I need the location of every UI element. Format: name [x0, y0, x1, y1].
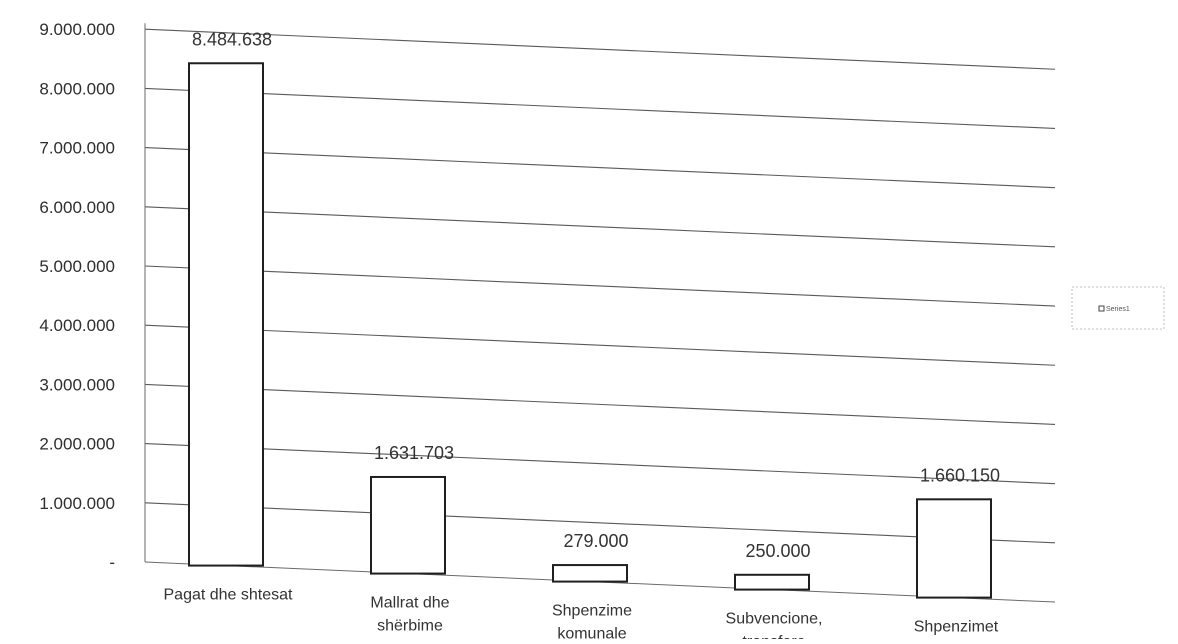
- y-tick-label: 7.000.000: [39, 139, 115, 158]
- legend: Series1: [1071, 286, 1165, 330]
- data-label: 8.484.638: [192, 29, 272, 49]
- y-tick-label: 5.000.000: [39, 257, 115, 276]
- x-category-label: Shpenzime komunale: [552, 603, 632, 639]
- x-category-label: Mallrat dhe shërbime: [370, 595, 449, 635]
- legend-label: Series1: [1106, 306, 1130, 313]
- gridline: [144, 502, 1056, 544]
- y-tick-label: 6.000.000: [39, 198, 115, 217]
- bars: [188, 62, 992, 599]
- gridline: [144, 443, 1056, 485]
- x-category-label: Subvencione,transfere: [726, 611, 823, 639]
- data-label: 1.660.150: [920, 465, 1000, 485]
- gridline: [144, 147, 1056, 189]
- y-tick-label: 3.000.000: [39, 375, 115, 394]
- gridlines: [144, 28, 1056, 544]
- bar: [916, 498, 992, 599]
- gridline: [144, 87, 1056, 129]
- y-tick-label: 1.000.000: [39, 494, 115, 513]
- data-labels: 8.484.638 1.631.703 279.000 250.000 1.660.15…: [192, 29, 1000, 561]
- legend-box: [1071, 286, 1165, 330]
- bar: [734, 573, 810, 591]
- y-axis-tick-labels: - 1.000.000 2.000.000 3.000.000 4.000.000 5.0…: [39, 20, 115, 572]
- x-category-label: Shpenzimetkapitale: [914, 619, 999, 639]
- y-tick-label: 8.000.000: [39, 79, 115, 98]
- y-tick-label: 4.000.000: [39, 316, 115, 335]
- y-tick-label: 9.000.000: [39, 20, 115, 39]
- legend-swatch: [1098, 305, 1105, 312]
- x-category-label: Pagat dhe shtesat: [164, 587, 294, 604]
- bar: [370, 475, 446, 575]
- gridline: [144, 265, 1056, 307]
- data-label: 1.631.703: [374, 443, 454, 463]
- data-label: 250.000: [745, 541, 810, 561]
- bar: [552, 564, 628, 583]
- gridline: [144, 206, 1056, 248]
- bar: [188, 62, 264, 567]
- y-tick-label: 2.000.000: [39, 435, 115, 454]
- gridline: [144, 324, 1056, 366]
- gridline: [144, 28, 1056, 70]
- y-tick-label: -: [109, 553, 115, 572]
- data-label: 279.000: [563, 531, 628, 551]
- gridline: [144, 383, 1056, 425]
